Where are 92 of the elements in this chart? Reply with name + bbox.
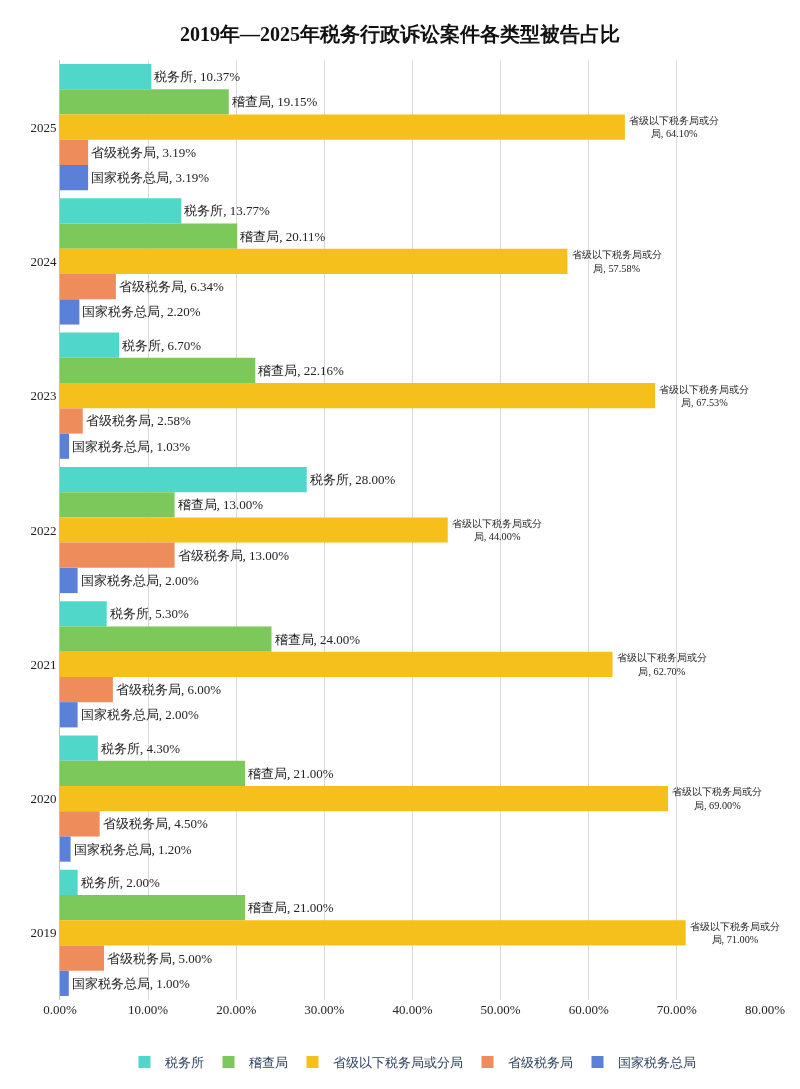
bar — [60, 567, 78, 594]
data-label: 国家税务总局, 3.19% — [91, 170, 210, 186]
bar — [60, 139, 89, 166]
bar — [60, 542, 175, 568]
legend-label: 稽查局 — [248, 1055, 288, 1071]
y-tick-label: 2020 — [30, 791, 57, 807]
bar — [60, 299, 80, 325]
bar — [60, 198, 182, 224]
data-label: 税务所, 13.77% — [184, 203, 271, 219]
bar — [60, 433, 70, 459]
y-tick-label: 2022 — [30, 522, 57, 538]
legend-label: 国家税务总局 — [617, 1055, 696, 1071]
y-tick-label: 2025 — [30, 119, 57, 135]
bar — [60, 811, 100, 837]
data-label: 省级税务局, 6.00% — [115, 682, 222, 698]
data-label: 稽查局, 13.00% — [177, 497, 264, 513]
y-tick-label: 2019 — [30, 925, 57, 941]
bar — [60, 165, 89, 191]
bar — [60, 894, 246, 921]
bar — [60, 408, 83, 434]
bar — [60, 357, 256, 384]
bar — [60, 492, 175, 518]
bar — [60, 332, 120, 358]
data-label: 税务所, 10.37% — [154, 69, 241, 85]
bar — [60, 383, 656, 409]
x-tick-label: 70.00% — [656, 1002, 698, 1017]
data-label: 国家税务总局, 2.20% — [82, 304, 201, 320]
data-label: 省级税务局, 5.00% — [107, 950, 213, 966]
data-label: 省级税务局, 6.34% — [118, 279, 225, 295]
data-label: 省级以下税务局或分局, 69.00% — [672, 786, 763, 811]
y-tick-label: 2024 — [30, 253, 57, 269]
data-label: 国家税务总局, 1.00% — [71, 975, 191, 991]
bar — [60, 466, 307, 493]
bar — [60, 223, 238, 249]
bar — [60, 760, 246, 786]
bar — [60, 970, 69, 996]
data-label: 省级税务局, 3.19% — [91, 144, 197, 160]
data-label: 税务所, 4.30% — [100, 740, 181, 756]
legend-label: 省级税务局 — [507, 1055, 573, 1071]
bar — [60, 517, 448, 543]
y-tick-label: 2023 — [30, 388, 57, 404]
bar — [60, 836, 71, 862]
data-label: 省级以下税务局或分局, 62.70% — [616, 652, 707, 677]
data-label: 稽查局, 20.11% — [240, 228, 326, 244]
data-label: 国家税务总局, 2.00% — [80, 707, 199, 723]
bar — [60, 114, 625, 140]
x-tick-label: 20.00% — [216, 1002, 257, 1017]
bar — [60, 601, 107, 627]
bar — [60, 702, 78, 728]
bar — [60, 945, 105, 971]
x-tick-label: 0.00% — [43, 1002, 77, 1017]
data-label: 稽查局, 24.00% — [274, 631, 361, 647]
data-label: 稽查局, 22.16% — [258, 362, 345, 378]
bar — [60, 626, 272, 652]
bar — [60, 274, 116, 300]
legend-label: 税务所 — [164, 1055, 204, 1071]
bar — [60, 64, 152, 90]
data-label: 稽查局, 19.15% — [231, 94, 318, 110]
data-label: 税务所, 6.70% — [122, 337, 202, 353]
data-label: 稽查局, 21.00% — [248, 765, 334, 781]
legend-label: 省级以下税务局或分局 — [332, 1055, 463, 1071]
bar — [60, 676, 113, 703]
data-label: 税务所, 5.30% — [109, 606, 189, 622]
data-label: 省级税务局, 13.00% — [177, 547, 290, 563]
x-tick-label: 60.00% — [568, 1002, 609, 1017]
bar — [60, 920, 686, 946]
x-tick-label: 40.00% — [392, 1002, 433, 1017]
data-label: 省级以下税务局或分局, 57.58% — [571, 249, 662, 274]
bar — [60, 651, 613, 677]
x-tick-label: 10.00% — [128, 1002, 169, 1017]
bar — [60, 89, 229, 115]
bar — [60, 869, 78, 895]
bar — [60, 248, 568, 275]
chart-title: 2019年—2025年税务行政诉讼案件各类型被告占比 — [180, 23, 620, 46]
data-label: 国家税务总局, 2.00% — [80, 572, 199, 588]
data-label: 税务所, 28.00% — [309, 472, 396, 488]
data-label: 省级税务局, 4.50% — [102, 816, 208, 832]
data-label: 国家税务总局, 1.03% — [72, 438, 191, 454]
bar — [60, 785, 669, 812]
data-label: 省级以下税务局或分局, 44.00% — [452, 517, 543, 543]
data-label: 省级税务局, 2.58% — [85, 413, 191, 429]
data-label: 省级以下税务局或分局, 64.10% — [629, 115, 720, 140]
data-label: 省级以下税务局或分局, 71.00% — [689, 920, 780, 946]
data-label: 国家税务总局, 1.20% — [73, 841, 192, 857]
x-tick-label: 50.00% — [480, 1002, 521, 1017]
x-tick-label: 80.00% — [744, 1002, 786, 1017]
bar — [60, 735, 98, 761]
y-tick-label: 2021 — [30, 656, 57, 672]
data-label: 税务所, 2.00% — [80, 874, 160, 890]
x-tick-label: 30.00% — [304, 1002, 345, 1017]
data-label: 稽查局, 21.00% — [248, 900, 334, 916]
data-label: 省级以下税务局或分局, 67.53% — [659, 383, 750, 408]
